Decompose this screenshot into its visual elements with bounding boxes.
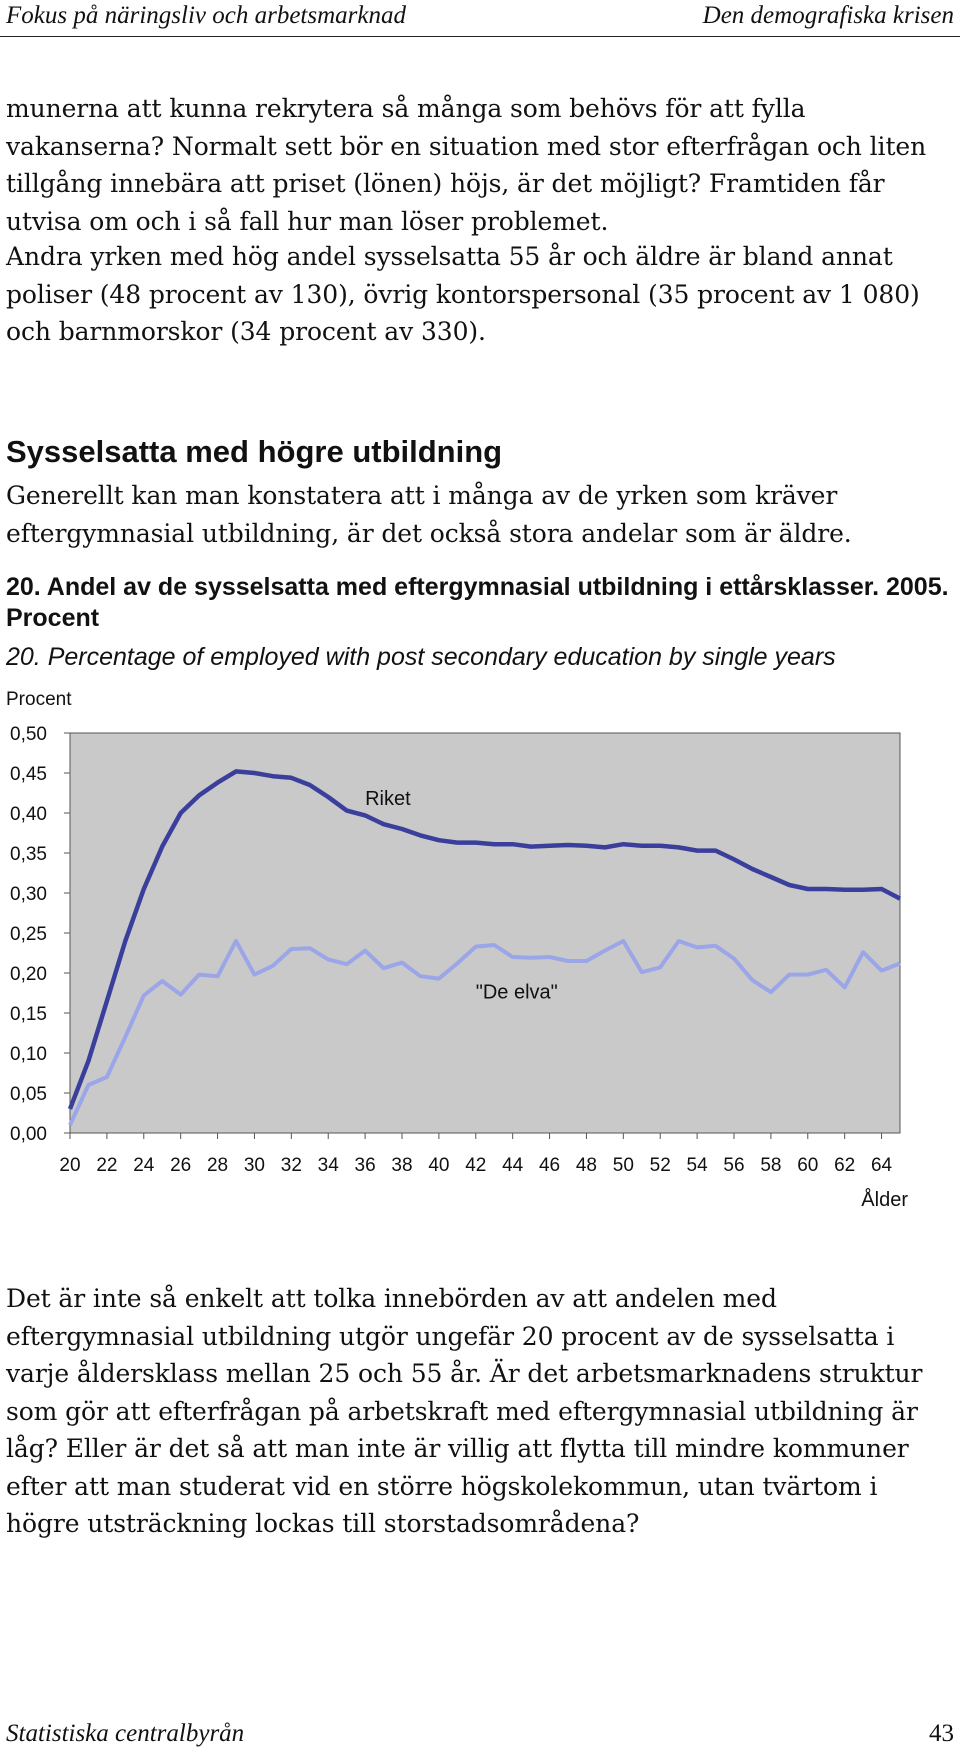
figure-title: 20. Andel av de sysselsatta med eftergym… xyxy=(6,573,949,632)
series-line-de-elva xyxy=(68,939,901,1126)
x-tick-label: 22 xyxy=(96,1155,117,1176)
x-tick-label: 32 xyxy=(281,1155,302,1176)
y-tick-label: 0,30 xyxy=(10,884,47,905)
y-tick-label: 0,20 xyxy=(10,964,47,985)
y-tick-label: 0,40 xyxy=(10,804,47,825)
y-tick-label: 0,05 xyxy=(10,1084,47,1105)
y-tick-label: 0,00 xyxy=(10,1124,47,1145)
y-tick-label: 0,50 xyxy=(10,724,47,745)
x-tick-label: 62 xyxy=(834,1155,855,1176)
x-tick-label: 46 xyxy=(539,1155,560,1176)
x-tick-label: 52 xyxy=(650,1155,671,1176)
x-tick-label: 26 xyxy=(170,1155,191,1176)
y-tick-label: 0,35 xyxy=(10,844,47,865)
paragraph-4: Det är inte så enkelt att tolka innebörd… xyxy=(6,1284,923,1538)
x-tick-label: 54 xyxy=(687,1155,709,1176)
figure-subtitle: 20. Percentage of employed with post sec… xyxy=(6,643,836,671)
x-tick-label: 36 xyxy=(355,1155,376,1176)
y-tick-label: 0,25 xyxy=(10,924,47,945)
page-footer: Statistiska centralbyrån 43 xyxy=(0,1720,960,1756)
plot-area xyxy=(69,732,901,1134)
series-label-de-elva: "De elva" xyxy=(476,982,558,1004)
y-axis: 0,00 0,05 0,10 0,15 0,20 0,25 0,30 0,35 0,40 0,45… xyxy=(10,724,70,1145)
x-axis: 20 22 24 26 28 30 32 34 36 38 40 42 44 46 48 50 52 54 56 58… xyxy=(59,1133,893,1176)
page-number: 43 xyxy=(929,1720,954,1747)
x-tick-label: 40 xyxy=(428,1155,449,1176)
series-line-riket xyxy=(67,769,902,1110)
paragraph-2: Andra yrken med hög andel sysselsatta 55… xyxy=(6,242,920,346)
y-axis-label: Procent xyxy=(6,689,72,710)
publisher-name: Statistiska centralbyrån xyxy=(6,1720,245,1747)
x-tick-label: 30 xyxy=(244,1155,265,1176)
y-tick-label: 0,10 xyxy=(10,1044,47,1065)
x-tick-label: 60 xyxy=(797,1155,818,1176)
x-tick-label: 28 xyxy=(207,1155,228,1176)
x-tick-label: 24 xyxy=(133,1155,155,1176)
x-tick-label: 38 xyxy=(391,1155,412,1176)
x-tick-label: 20 xyxy=(59,1155,80,1176)
x-tick-label: 64 xyxy=(871,1155,893,1176)
series-lines xyxy=(67,769,902,1126)
section-heading: Sysselsatta med högre utbildning xyxy=(6,434,503,469)
x-tick-label: 50 xyxy=(613,1155,634,1176)
running-header-right: Den demografiska krisen xyxy=(702,2,954,29)
series-label-riket: Riket xyxy=(365,788,411,810)
x-tick-label: 44 xyxy=(502,1155,524,1176)
x-tick-label: 48 xyxy=(576,1155,597,1176)
x-tick-label: 42 xyxy=(465,1155,486,1176)
y-tick-label: 0,15 xyxy=(10,1004,47,1025)
x-tick-label: 34 xyxy=(318,1155,340,1176)
x-axis-label: Ålder xyxy=(861,1188,908,1211)
page-header: Fokus på näringsliv och arbetsmarknad De… xyxy=(0,0,960,37)
age-education-line-chart: Procent 0,00 0,05 0,10 0,15 0,20 0,25 0,30 0,35… xyxy=(6,689,908,1211)
paragraph-1: munerna att kunna rekrytera så många som… xyxy=(6,94,927,236)
x-tick-label: 58 xyxy=(760,1155,781,1176)
paragraph-3: Generellt kan man konstatera att i många… xyxy=(6,481,852,548)
running-header-left: Fokus på näringsliv och arbetsmarknad xyxy=(6,2,406,29)
x-tick-label: 56 xyxy=(723,1155,744,1176)
y-tick-label: 0,45 xyxy=(10,764,47,785)
